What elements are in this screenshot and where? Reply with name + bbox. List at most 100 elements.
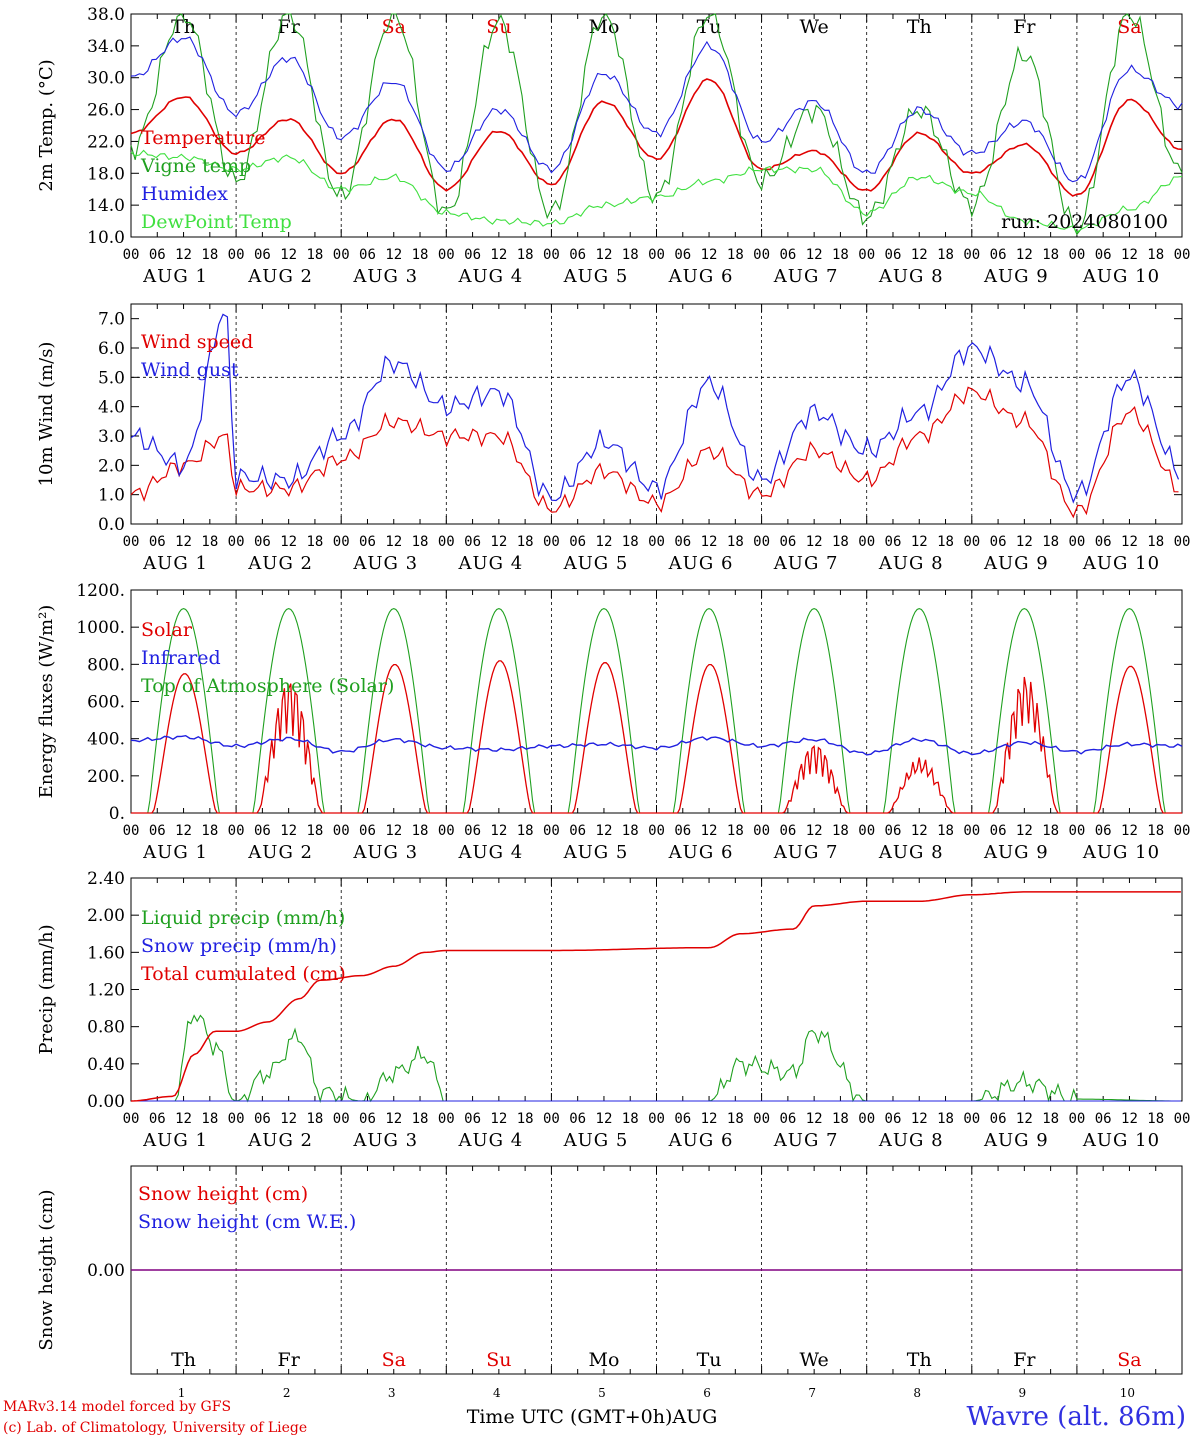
hour-tick-label: 12 — [490, 1111, 507, 1127]
hour-tick-label: 06 — [674, 1111, 691, 1127]
weekday-label: Tu — [697, 16, 722, 38]
hour-tick-label: 06 — [569, 823, 586, 839]
hour-tick-label: 06 — [359, 534, 376, 550]
date-label: AUG 2 — [247, 842, 313, 863]
date-label: AUG 1 — [142, 266, 208, 287]
hour-tick-label: 06 — [359, 823, 376, 839]
weekday-label: Fr — [1013, 16, 1036, 38]
hour-tick-label: 18 — [306, 823, 323, 839]
legend-blue: Humidex — [141, 183, 228, 205]
hour-tick-label: 06 — [990, 823, 1007, 839]
date-label: AUG 5 — [563, 266, 629, 287]
y-tick-label: 22.0 — [87, 132, 125, 152]
hour-tick-label: 18 — [1147, 534, 1164, 550]
hour-tick-label: 18 — [832, 823, 849, 839]
y-tick-label: 34.0 — [87, 37, 125, 57]
day-number-label: 4 — [493, 1386, 501, 1400]
hour-tick-label: 12 — [490, 823, 507, 839]
y-tick-label: 200. — [87, 767, 125, 787]
hour-tick-label: 18 — [412, 823, 429, 839]
hour-tick-label: 06 — [885, 823, 902, 839]
hour-tick-label: 12 — [1121, 247, 1138, 263]
hour-tick-label: 18 — [1147, 1111, 1164, 1127]
hour-tick-label: 00 — [648, 247, 665, 263]
legend-blue: Snow height (cm W.E.) — [138, 1211, 356, 1233]
date-label: AUG 1 — [142, 553, 208, 574]
hour-tick-label: 06 — [254, 823, 271, 839]
day-number-label: 6 — [703, 1386, 711, 1400]
y-tick-label: 14.0 — [87, 196, 125, 216]
hour-tick-label: 00 — [858, 1111, 875, 1127]
hour-tick-label: 00 — [858, 247, 875, 263]
hour-tick-label: 06 — [885, 534, 902, 550]
day-number-label: 9 — [1019, 1386, 1027, 1400]
weekday-label: Su — [486, 1349, 511, 1371]
hour-tick-label: 06 — [359, 1111, 376, 1127]
y-axis-label: Precip (mm/h) — [36, 924, 57, 1054]
hour-tick-label: 18 — [517, 534, 534, 550]
hour-tick-label: 18 — [622, 823, 639, 839]
date-label: AUG 4 — [457, 842, 523, 863]
hour-tick-label: 00 — [648, 823, 665, 839]
legend-blue: Infrared — [141, 647, 221, 669]
y-tick-label: 0.00 — [87, 1261, 125, 1281]
hour-tick-label: 06 — [464, 1111, 481, 1127]
hour-tick-label: 12 — [701, 534, 718, 550]
date-label: AUG 9 — [983, 553, 1049, 574]
hour-tick-label: 12 — [1016, 823, 1033, 839]
legend-red: Snow height (cm) — [138, 1183, 308, 1205]
y-tick-label: 1.60 — [87, 943, 125, 963]
x-axis-label: Time UTC (GMT+0h)AUG — [467, 1406, 718, 1428]
hour-tick-label: 06 — [254, 1111, 271, 1127]
date-label: AUG 6 — [668, 266, 734, 287]
weekday-label: Th — [171, 1349, 196, 1371]
y-tick-label: 6.0 — [98, 339, 125, 359]
date-label: AUG 1 — [142, 842, 208, 863]
date-label: AUG 7 — [773, 266, 839, 287]
y-tick-label: 4.0 — [98, 398, 125, 418]
run-annotation: run: 2024080100 — [1001, 211, 1168, 233]
hour-tick-label: 00 — [228, 823, 245, 839]
date-label: AUG 4 — [457, 553, 523, 574]
y-tick-label: 38.0 — [87, 5, 125, 25]
legend-blue: Snow precip (mm/h) — [141, 935, 337, 957]
hour-tick-label: 06 — [149, 534, 166, 550]
hour-tick-label: 00 — [543, 247, 560, 263]
hour-tick-label: 12 — [1016, 534, 1033, 550]
hour-tick-label: 12 — [490, 247, 507, 263]
series-red-line — [130, 78, 1183, 197]
hour-tick-label: 06 — [149, 823, 166, 839]
weekday-label: Sa — [1117, 16, 1141, 38]
date-label: AUG 8 — [878, 266, 944, 287]
weekday-label: Sa — [1117, 1349, 1141, 1371]
date-label: AUG 10 — [1082, 1130, 1160, 1151]
hour-tick-label: 12 — [911, 247, 928, 263]
hour-tick-label: 06 — [1095, 823, 1112, 839]
hour-tick-label: 12 — [175, 1111, 192, 1127]
hour-tick-label: 12 — [806, 823, 823, 839]
y-tick-label: 400. — [87, 730, 125, 750]
day-number-label: 5 — [598, 1386, 606, 1400]
hour-tick-label: 06 — [569, 534, 586, 550]
hour-tick-label: 18 — [727, 247, 744, 263]
weekday-label: Sa — [382, 1349, 406, 1371]
hour-tick-label: 00 — [123, 823, 140, 839]
hour-tick-label: 18 — [1042, 823, 1059, 839]
hour-tick-label: 12 — [596, 534, 613, 550]
hour-tick-label: 00 — [753, 247, 770, 263]
hour-tick-label: 18 — [622, 1111, 639, 1127]
legend-red: Solar — [141, 619, 193, 641]
hour-tick-label: 12 — [596, 823, 613, 839]
y-tick-label: 1000. — [76, 618, 125, 638]
hour-tick-label: 00 — [438, 1111, 455, 1127]
hour-tick-label: 18 — [412, 534, 429, 550]
y-axis-label: Energy fluxes (W/m²) — [36, 605, 57, 799]
y-tick-label: 30.0 — [87, 69, 125, 89]
y-axis-label: Snow height (cm) — [36, 1189, 57, 1350]
hour-tick-label: 00 — [1174, 247, 1191, 263]
hour-tick-label: 18 — [517, 247, 534, 263]
hour-tick-label: 12 — [806, 1111, 823, 1127]
hour-tick-label: 00 — [1174, 1111, 1191, 1127]
hour-tick-label: 18 — [832, 534, 849, 550]
